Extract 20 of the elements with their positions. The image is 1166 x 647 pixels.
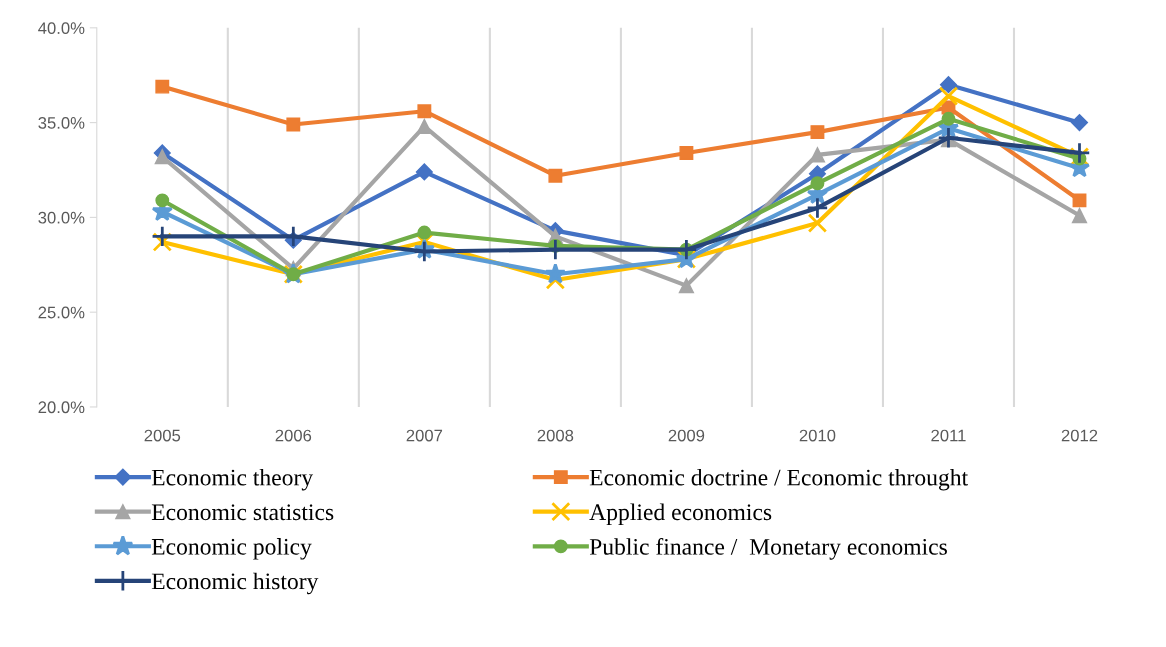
legend-label: Public finance / Monetary economics (589, 537, 947, 560)
x-tick-label: 2006 (275, 429, 312, 442)
y-tick-label: 30.0% (38, 211, 85, 224)
x-tick-label: 2008 (537, 429, 574, 442)
y-tick-label: 20.0% (38, 401, 85, 414)
x-tick-label: 2009 (668, 429, 705, 442)
x-tick-label: 2011 (931, 429, 966, 442)
x-tick-label: 2010 (799, 429, 836, 442)
legend-label: Economic statistics (151, 504, 334, 521)
y-tick-label: 40.0% (38, 22, 85, 35)
x-tick-label: 2005 (144, 429, 181, 442)
legend-label: Economic history (151, 572, 319, 595)
y-tick-label: 25.0% (38, 306, 85, 319)
y-tick-label: 35.0% (38, 117, 85, 129)
legend-label: Economic theory (151, 468, 314, 491)
legend-label: Applied economics (589, 503, 772, 525)
legend-label: Economic policy (151, 538, 312, 560)
x-tick-label: 2012 (1061, 429, 1098, 442)
legend-label: Economic doctrine / Economic throught (589, 468, 969, 491)
x-tick-label: 2007 (406, 429, 443, 442)
